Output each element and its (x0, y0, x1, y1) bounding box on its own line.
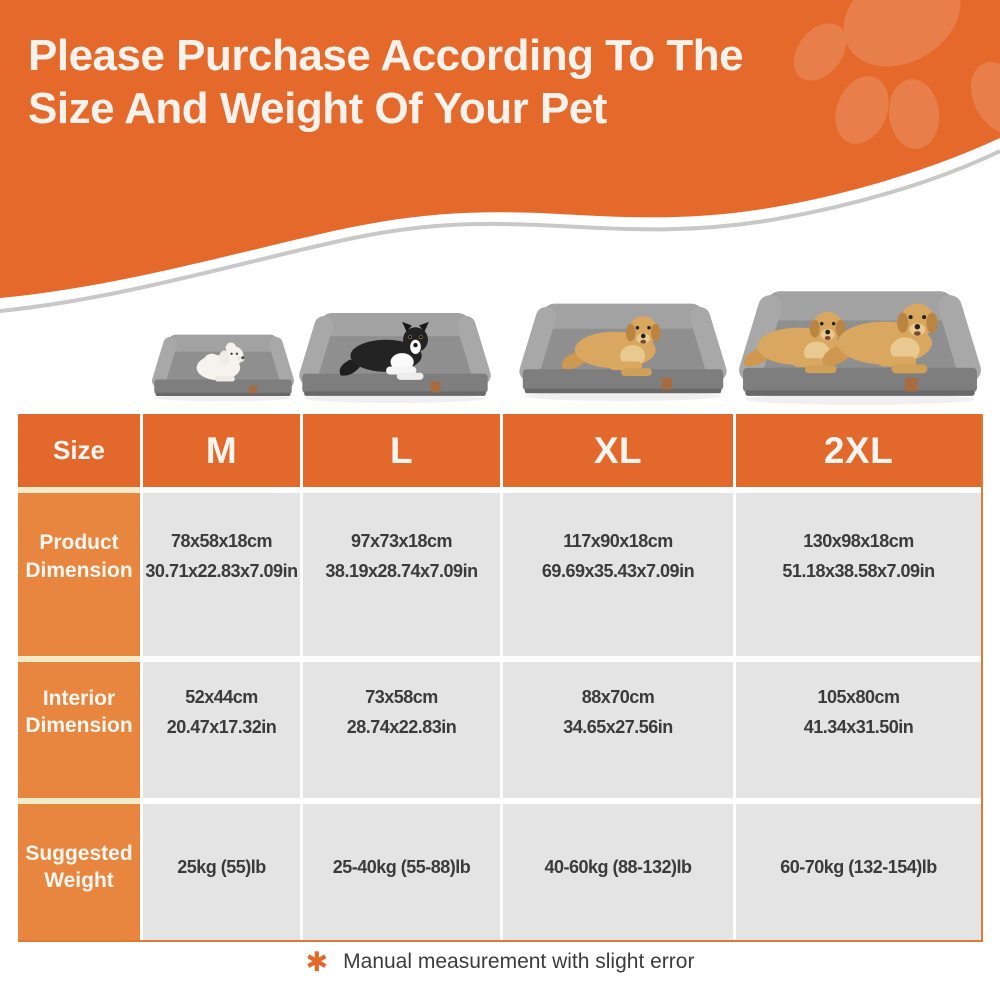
cell-product-m: 78x58x18cm 30.71x22.83x7.09in (143, 493, 300, 656)
cell-weight-l: 25-40kg (55-88)lb (303, 804, 500, 940)
col-header-l: L (303, 414, 500, 487)
page-title: Please Purchase According To The Size An… (28, 30, 744, 136)
bed-photo-2xl (736, 280, 984, 406)
cell-interior-l: 73x58cm 28.74x22.83in (303, 662, 500, 798)
col-header-m: M (143, 414, 300, 487)
footnote-text: Manual measurement with slight error (343, 949, 695, 973)
value-weight: 25kg (55)lb (177, 856, 266, 877)
col-header-xl: XL (503, 414, 733, 487)
value-in: 34.65x27.56in (563, 716, 673, 737)
cell-interior-xl: 88x70cm 34.65x27.56in (503, 662, 733, 798)
value-weight: 40-60kg (88-132)lb (544, 856, 692, 877)
value-weight: 60-70kg (132-154)lb (780, 856, 937, 877)
row-label-interior-dimension: Interior Dimension (18, 662, 140, 798)
value-cm: 52x44cm (185, 686, 258, 707)
value-weight: 25-40kg (55-88)lb (332, 856, 471, 877)
wave-shadow-line (0, 149, 1000, 313)
value-in: 38.19x28.74x7.09in (325, 561, 478, 581)
cell-weight-m: 25kg (55)lb (143, 804, 300, 940)
cell-interior-m: 52x44cm 20.47x17.32in (143, 662, 300, 798)
value-in: 41.34x31.50in (803, 716, 914, 737)
value-in: 51.18x38.58x7.09in (782, 561, 935, 581)
bed-photo-m (150, 328, 296, 402)
size-chart-table: Size M L XL 2XL Product Dimension 78x58x… (18, 414, 983, 942)
bed-photo-l (297, 304, 493, 404)
cell-product-xl: 117x90x18cm 69.69x35.43x7.09in (503, 493, 733, 656)
cell-weight-2xl: 60-70kg (132-154)lb (736, 804, 981, 940)
row-label-product-dimension: Product Dimension (18, 493, 140, 656)
page-title-line1: Please Purchase According To The (28, 31, 744, 80)
value-cm: 117x90x18cm (563, 531, 673, 551)
value-cm: 88x70cm (581, 686, 655, 707)
asterisk-icon: ✱ (305, 947, 329, 977)
value-in: 69.69x35.43x7.09in (541, 561, 695, 581)
col-header-size: Size (18, 414, 140, 487)
footnote: ✱ Manual measurement with slight error (0, 947, 1000, 977)
divider (18, 487, 140, 493)
paw-print-icon (793, 0, 1000, 149)
row-label-suggested-weight: Suggested Weight (18, 804, 140, 940)
bed-photo-xl (517, 294, 729, 402)
cell-weight-xl: 40-60kg (88-132)lb (503, 804, 733, 940)
cell-product-2xl: 130x98x18cm 51.18x38.58x7.09in (736, 493, 981, 656)
value-in: 20.47x17.32in (166, 716, 277, 737)
value-cm: 130x98x18cm (803, 531, 914, 551)
cell-interior-2xl: 105x80cm 41.34x31.50in (736, 662, 981, 798)
value-cm: 97x73x18cm (350, 531, 453, 551)
value-in: 28.74x22.83in (346, 716, 457, 737)
orange-wave-shape (0, 0, 1000, 298)
divider (18, 798, 140, 804)
dog-white-illustration (196, 342, 245, 382)
col-header-2xl: 2XL (736, 414, 981, 487)
cell-product-l: 97x73x18cm 38.19x28.74x7.09in (303, 493, 500, 656)
value-cm: 73x58cm (365, 686, 438, 707)
value-cm: 105x80cm (817, 686, 900, 707)
page-title-line2: Size And Weight Of Your Pet (28, 83, 607, 133)
hero-banner (0, 0, 1000, 313)
dog-border-collie-illustration (339, 321, 429, 380)
divider (18, 656, 140, 662)
value-in: 30.71x22.83x7.09in (145, 561, 298, 581)
value-cm: 78x58x18cm (170, 531, 273, 551)
